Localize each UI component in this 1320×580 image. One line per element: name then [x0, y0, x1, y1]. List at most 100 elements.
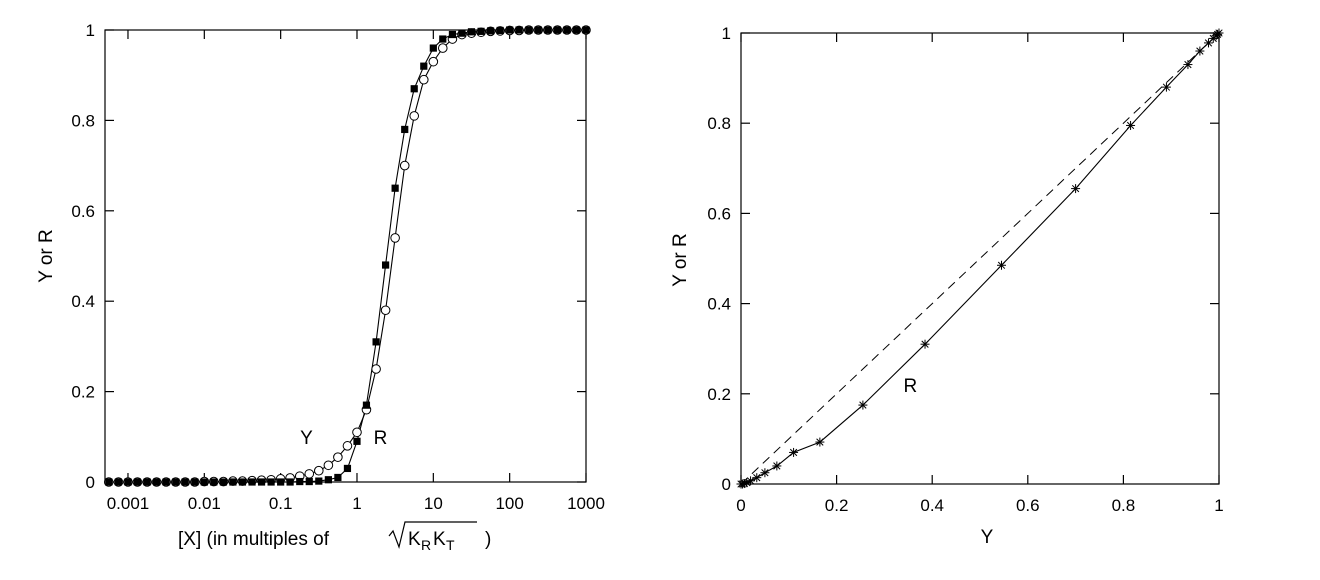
- data-point-r: [1126, 120, 1136, 130]
- data-point-y: [342, 441, 353, 451]
- right-plot-frame: [740, 32, 1220, 485]
- left-axis-ticks: 0.001 0.01 0.1 1 10 100 1000 0 0.2 0.4 0.6 0.8 1: [71, 21, 605, 513]
- right-y-tick-label: 1: [722, 24, 731, 43]
- left-series-line-y: [108, 29, 586, 483]
- right-reference-line: [740, 32, 1220, 485]
- data-point-r: [448, 30, 457, 39]
- data-point-r: [257, 478, 266, 486]
- right-x-axis-label: Y: [981, 527, 994, 548]
- data-point-r: [162, 478, 170, 486]
- data-point-r: [305, 477, 313, 486]
- data-point-y: [333, 452, 343, 462]
- data-point-r: [582, 26, 590, 34]
- data-point-r: [286, 478, 294, 486]
- data-point-r: [997, 260, 1007, 270]
- left-x-axis-label-sub-t: T: [446, 537, 455, 553]
- data-point-y: [352, 427, 362, 438]
- data-point-r: [324, 476, 332, 484]
- data-point-r: [238, 478, 247, 486]
- data-point-r: [506, 26, 514, 34]
- right-y-tick-label: 0.2: [707, 385, 731, 404]
- data-point-r: [572, 26, 581, 34]
- data-point-r: [1195, 46, 1205, 56]
- data-point-r: [858, 400, 868, 410]
- data-point-r: [362, 401, 371, 409]
- data-point-r: [420, 62, 428, 70]
- right-x-tick-label: 0.4: [920, 496, 944, 515]
- data-point-y: [418, 74, 429, 85]
- data-point-r: [563, 26, 571, 34]
- data-point-r: [181, 478, 189, 486]
- data-point-r: [191, 478, 199, 486]
- left-x-axis-label-k1: K: [408, 529, 421, 550]
- right-series-markers: [736, 28, 1224, 489]
- data-point-r: [772, 461, 782, 471]
- data-point-y: [428, 56, 439, 67]
- data-point-r: [315, 477, 323, 485]
- left-x-axis-label-close: ): [485, 529, 491, 550]
- left-x-axis-label-k2: K: [433, 529, 446, 550]
- data-point-r: [381, 261, 390, 269]
- left-series-line-r: [108, 29, 586, 483]
- data-point-r: [152, 478, 161, 486]
- right-y-tick-label: 0.4: [707, 295, 731, 314]
- left-series-lines: [108, 29, 586, 483]
- data-point-r: [752, 473, 762, 483]
- data-point-y: [380, 305, 391, 316]
- data-point-r: [372, 338, 380, 346]
- left-annotation-y: Y: [300, 428, 313, 449]
- data-point-r: [525, 26, 533, 34]
- data-point-y: [437, 43, 448, 53]
- right-series-lines: [740, 32, 1220, 485]
- right-y-axis-label: Y or R: [670, 233, 691, 287]
- data-point-r: [229, 478, 237, 486]
- data-point-r: [133, 478, 142, 486]
- left-y-tick-label: 0.2: [71, 383, 95, 402]
- data-point-r: [477, 27, 485, 35]
- data-point-r: [1071, 184, 1081, 194]
- data-point-r: [219, 478, 228, 486]
- left-plot-frame: [104, 29, 587, 483]
- data-point-r: [277, 478, 285, 486]
- left-x-axis-label-text: [X] (in multiples of: [178, 529, 330, 550]
- data-point-r: [815, 437, 825, 447]
- data-point-r: [200, 478, 208, 486]
- data-point-r: [267, 478, 275, 486]
- left-annotation-r: R: [374, 428, 388, 449]
- left-y-tick-label: 0.8: [71, 111, 95, 130]
- right-axis-ticks: 0 0.2 0.4 0.6 0.8 1 0 0.2 0.4 0.6 0.8 1: [707, 24, 1223, 515]
- data-point-r: [467, 28, 476, 36]
- data-point-r: [143, 478, 151, 486]
- data-point-r: [114, 478, 123, 486]
- data-point-r: [553, 26, 561, 34]
- right-x-tick-label: 0.8: [1112, 496, 1136, 515]
- left-x-tick-label: 1: [352, 494, 361, 513]
- left-y-tick-label: 0.4: [71, 292, 95, 311]
- data-point-r: [334, 473, 342, 482]
- data-point-r: [343, 464, 352, 473]
- data-point-r: [920, 339, 930, 349]
- sqrt-sign: [388, 521, 477, 550]
- data-point-y: [409, 111, 420, 121]
- right-annotation-r: R: [904, 376, 918, 397]
- data-point-r: [496, 26, 504, 35]
- left-x-tick-label: 10: [424, 494, 443, 513]
- data-point-r: [1183, 60, 1193, 70]
- data-point-r: [544, 26, 552, 34]
- left-x-tick-label: 0.1: [269, 494, 293, 513]
- left-series-markers: [103, 25, 591, 487]
- left-x-axis-label-sub-r: R: [421, 537, 431, 553]
- left-x-tick-label: 1000: [567, 494, 605, 513]
- data-point-r: [789, 447, 799, 457]
- right-y-tick-label: 0: [722, 475, 731, 494]
- data-point-r: [760, 468, 770, 478]
- data-point-r: [515, 26, 523, 34]
- right-x-tick-label: 1: [1214, 496, 1223, 515]
- data-point-r: [391, 184, 399, 192]
- data-point-r: [353, 437, 361, 445]
- left-y-tick-label: 1: [86, 21, 95, 40]
- data-point-y: [313, 465, 324, 476]
- data-point-r: [124, 478, 132, 486]
